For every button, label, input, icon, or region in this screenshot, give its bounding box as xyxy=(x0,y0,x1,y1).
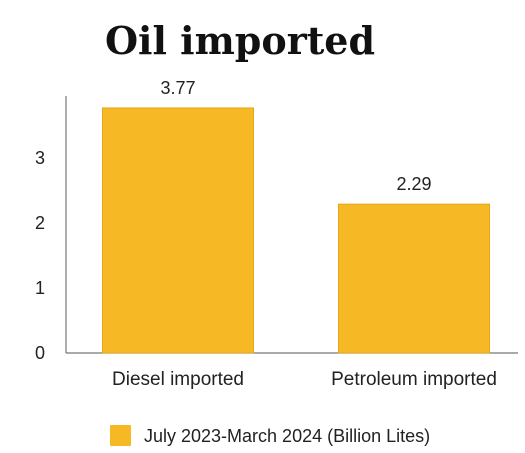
legend: July 2023-March 2024 (Billion Lites) xyxy=(110,425,430,446)
category-label: Petroleum imported xyxy=(331,369,497,390)
y-tick-label: 1 xyxy=(35,278,45,298)
category-label: Diesel imported xyxy=(112,369,244,390)
bar-diesel xyxy=(102,107,254,354)
bars xyxy=(102,107,490,354)
category-labels: Diesel imported Petroleum imported xyxy=(112,369,497,390)
bar-value-label: 2.29 xyxy=(396,174,431,194)
chart-title: Oil imported xyxy=(105,18,375,63)
bar-petroleum xyxy=(338,203,490,354)
y-tick-label: 2 xyxy=(35,213,45,233)
legend-label: July 2023-March 2024 (Billion Lites) xyxy=(144,426,430,446)
y-tick-label: 3 xyxy=(35,148,45,168)
y-tick-label: 0 xyxy=(35,343,45,363)
y-tick-labels: 0 1 2 3 xyxy=(35,148,45,363)
value-labels: 3.77 2.29 xyxy=(160,78,431,194)
bar-value-label: 3.77 xyxy=(160,78,195,98)
legend-swatch xyxy=(110,425,131,446)
